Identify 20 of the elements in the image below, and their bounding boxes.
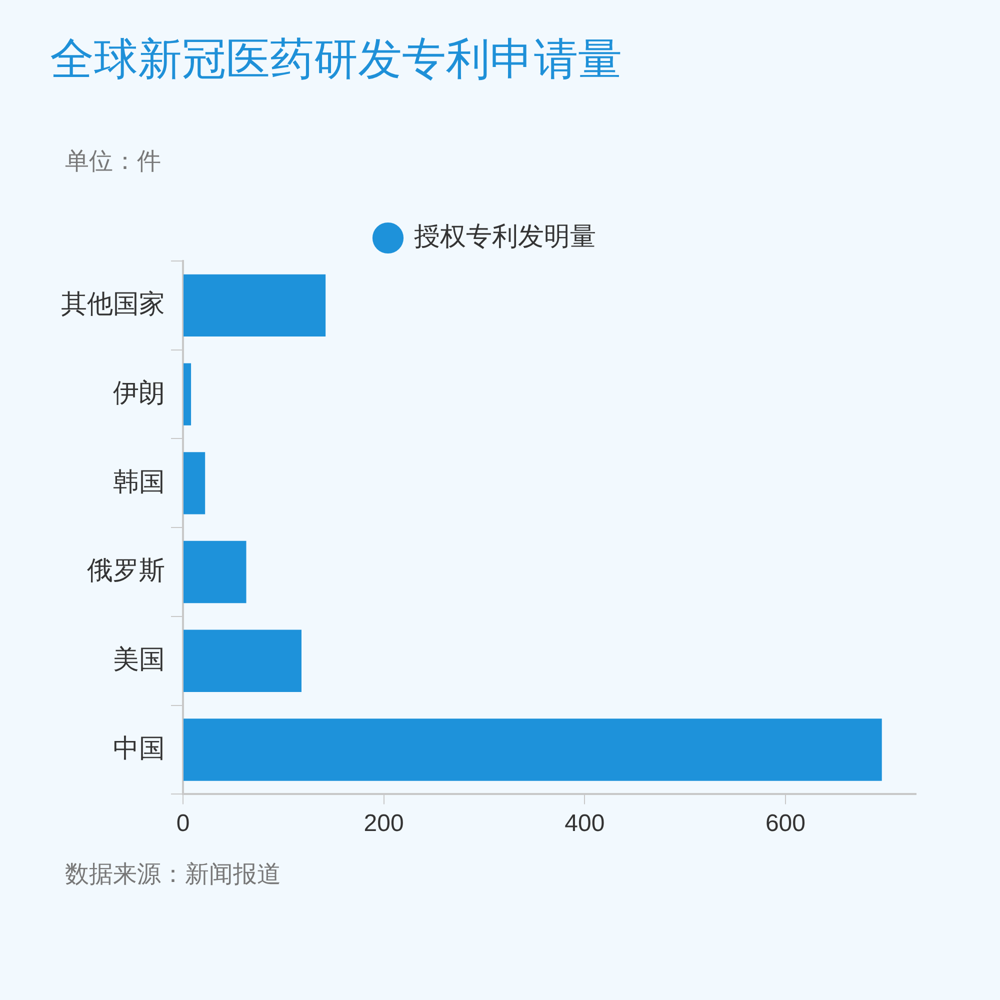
x-tick-label: 400 (564, 810, 605, 838)
x-tick-label: 0 (176, 810, 190, 838)
bar (184, 363, 192, 426)
y-tick-label: 俄罗斯 (87, 555, 165, 586)
y-tick-label: 韩国 (113, 466, 165, 496)
y-tick-label: 中国 (113, 732, 165, 763)
x-tick-label: 600 (765, 810, 806, 838)
y-tick-label: 美国 (113, 644, 165, 674)
source-note: 数据来源：新闻报道 (65, 859, 281, 890)
chart-title: 全球新冠医药研发专利申请量 (50, 33, 622, 87)
legend-label: 授权专利发明量 (414, 221, 596, 252)
text: 单位：件 (65, 146, 161, 177)
bar (184, 540, 246, 604)
bar (184, 718, 882, 781)
bar (184, 630, 302, 692)
bar (184, 274, 326, 337)
x-tick-label: 200 (364, 810, 404, 838)
bar (184, 452, 206, 514)
y-tick-label: 伊朗 (113, 377, 165, 408)
y-tick-label: 其他国家 (61, 288, 165, 319)
